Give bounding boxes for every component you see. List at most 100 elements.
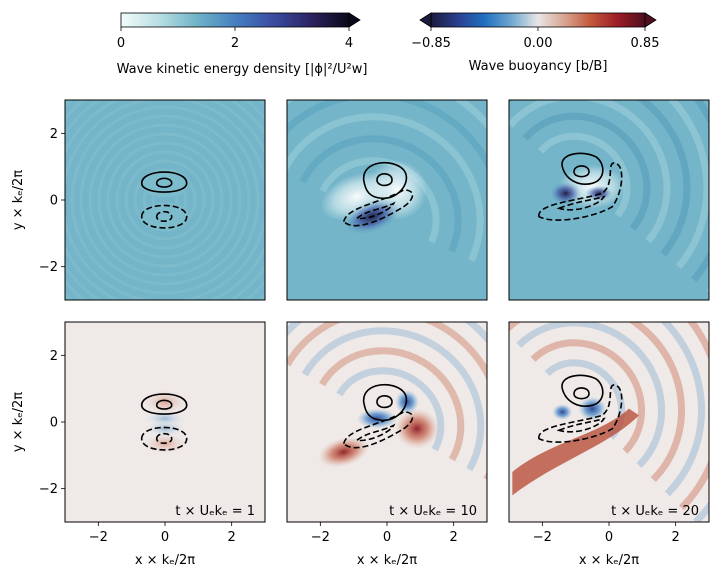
wave-arc xyxy=(538,132,631,218)
buoyancy-wave-arc xyxy=(530,339,646,454)
energy-maximum xyxy=(549,181,582,206)
negative-vorticity-contour-outer xyxy=(342,411,414,449)
wave-arc xyxy=(509,100,671,244)
y-tick-label: −2 xyxy=(39,260,58,275)
positive-vorticity-contour-inner xyxy=(155,177,173,188)
buoyancy-colorbar-tick-label: −0.85 xyxy=(411,36,451,51)
ylabel-top: y × kₑ/2π xyxy=(11,170,26,230)
positive-vorticity-contour-outer xyxy=(362,383,408,422)
x-tick-label: 0 xyxy=(161,530,169,545)
negative-vorticity-contour-outer xyxy=(140,426,188,451)
negative-vorticity-contour-inner xyxy=(155,210,173,222)
buoyancy-colorbar-label: Wave buoyancy [b/B] xyxy=(469,59,608,74)
positive-vorticity-contour-inner xyxy=(376,394,393,409)
buoyancy-wave-arc xyxy=(509,322,685,483)
positive-vorticity-contour-outer xyxy=(362,161,408,200)
buoyancy-colorbar-fill xyxy=(430,12,646,28)
wave-arc xyxy=(287,113,484,263)
panel-buoyancy-t1: −2 −2 0 0 2 2 t × Uₑkₑ = 1 xyxy=(39,321,266,545)
buoyancy-colorbar: −0.85 0.00 0.85 Wave buoyancy [b/B] xyxy=(411,12,660,74)
panel-frame xyxy=(286,99,488,301)
wave-ring xyxy=(88,123,242,277)
negative-vorticity-contour-inner xyxy=(355,201,396,220)
heatmap xyxy=(287,100,487,300)
wave-ring xyxy=(115,150,215,250)
x-tick-label: −2 xyxy=(311,530,330,545)
buoyancy-positive-maximum xyxy=(395,408,439,449)
buoyancy-positive-band xyxy=(512,408,639,496)
panel-energy-t1: −2 0 2 xyxy=(39,99,266,301)
heatmap xyxy=(65,322,265,522)
buoyancy-positive-maximum xyxy=(318,436,370,468)
buoyancy-negative-maximum xyxy=(552,404,573,420)
wave-ring xyxy=(70,105,260,295)
buoyancy-wave-arc xyxy=(301,327,485,472)
energy-maximum xyxy=(585,185,613,202)
wave-ring xyxy=(106,141,224,259)
buoyancy-wave-arc xyxy=(336,367,445,452)
wave-arc xyxy=(509,100,709,270)
x-tick-label: 2 xyxy=(228,530,236,545)
negative-vorticity-contour-outer xyxy=(140,204,188,229)
x-tick-label: −2 xyxy=(89,530,108,545)
heatmap xyxy=(65,100,265,300)
heatmap-background xyxy=(65,100,265,300)
buoyancy-negative-maximum xyxy=(578,396,607,421)
buoyancy-colorbar-tick-label: 0.85 xyxy=(631,36,660,51)
positive-vorticity-contour-inner xyxy=(155,399,173,410)
wave-ring xyxy=(79,114,251,286)
wave-ring xyxy=(124,159,206,241)
time-label: t × Uₑkₑ = 10 xyxy=(389,504,477,519)
negative-vorticity-contour-inner xyxy=(155,432,173,444)
panel-buoyancy-t10: −2 0 2 t × Uₑkₑ = 10 xyxy=(286,321,488,545)
energy-blob xyxy=(141,202,189,231)
x-tick-label: 0 xyxy=(605,530,613,545)
y-tick-label: −2 xyxy=(39,482,58,497)
energy-colorbar-tick-label: 0 xyxy=(117,36,125,51)
wave-arc xyxy=(522,112,651,231)
heatmap xyxy=(287,322,487,522)
heatmap xyxy=(509,322,709,522)
heatmap xyxy=(509,100,709,300)
energy-colorbar-label: Wave kinetic energy density [|ϕ|²/U²w] xyxy=(117,62,368,77)
energy-blob xyxy=(141,169,189,198)
x-tick-label: 0 xyxy=(383,530,391,545)
y-tick-label: 0 xyxy=(50,416,58,431)
xlabel-3: x × kₑ/2π xyxy=(579,553,639,568)
x-tick-label: −2 xyxy=(533,530,552,545)
ylabel-bottom: y × kₑ/2π xyxy=(11,392,26,452)
negative-vorticity-contour-inner xyxy=(556,195,606,211)
y-tick-label: 2 xyxy=(50,127,58,142)
buoyancy-colorbar-tick-label: 0.00 xyxy=(524,36,553,51)
panel-energy-t20 xyxy=(508,99,710,301)
panel-energy-t10 xyxy=(286,99,488,301)
energy-colorbar-tick-label: 4 xyxy=(345,36,353,51)
wave-arc xyxy=(509,100,691,257)
panel-buoyancy-t20: −2 0 2 t × Uₑkₑ = 20 xyxy=(508,321,710,545)
positive-vorticity-contour-inner xyxy=(573,165,590,178)
xlabel-1: x × kₑ/2π xyxy=(135,553,195,568)
buoyancy-wave-arc xyxy=(509,322,705,497)
y-tick-label: 2 xyxy=(50,349,58,364)
x-tick-label: 2 xyxy=(672,530,680,545)
energy-colorbar-tick-label: 2 xyxy=(231,36,239,51)
wave-arc xyxy=(299,135,462,253)
buoyancy-colorbar-extend-arrow-left xyxy=(419,12,432,28)
energy-colorbar: 0 2 4 Wave kinetic energy density [|ϕ|²/U²… xyxy=(117,12,368,77)
negative-vorticity-contour-inner xyxy=(355,423,396,442)
negative-vorticity-contour-outer xyxy=(342,189,414,227)
buoyancy-negative-lobe xyxy=(145,420,185,437)
positive-vorticity-contour-outer xyxy=(561,374,604,407)
buoyancy-wave-arc xyxy=(319,347,465,462)
negative-vorticity-contour-outer xyxy=(538,162,623,221)
buoyancy-wave-arc xyxy=(287,322,487,482)
positive-vorticity-contour-outer xyxy=(561,152,604,185)
time-label: t × Uₑkₑ = 20 xyxy=(611,504,699,519)
wave-arc xyxy=(287,100,487,272)
positive-vorticity-contour-inner xyxy=(573,387,590,400)
y-tick-label: 0 xyxy=(50,194,58,209)
energy-colorbar-fill xyxy=(120,12,350,28)
xlabel-2: x × kₑ/2π xyxy=(357,553,417,568)
energy-colorbar-extend-arrow xyxy=(348,12,361,28)
positive-vorticity-contour-outer xyxy=(140,393,188,415)
